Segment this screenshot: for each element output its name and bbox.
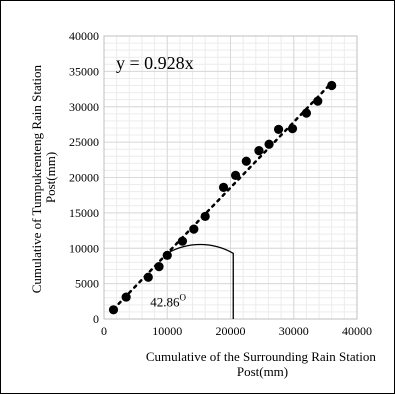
data-point — [287, 124, 298, 134]
data-points — [108, 80, 337, 315]
angle-degree-mark: O — [180, 292, 187, 302]
data-point — [313, 96, 323, 106]
x-tick-label: 10000 — [152, 324, 182, 338]
y-tick-label: 40000 — [69, 29, 99, 43]
trendline — [112, 81, 333, 311]
data-point — [241, 156, 251, 166]
x-tick-label: 40000 — [342, 324, 372, 338]
data-point — [189, 224, 199, 234]
data-point — [273, 124, 284, 134]
plot-area — [103, 35, 358, 320]
y-axis-title-line-2: Post(mm) — [43, 152, 58, 203]
x-tick-labels: 0 10000 20000 30000 40000 — [101, 324, 372, 338]
y-tick-label: 30000 — [69, 100, 99, 114]
data-point — [108, 305, 119, 315]
data-point — [264, 139, 274, 149]
y-tick-label: 20000 — [69, 171, 99, 185]
grid-major — [103, 35, 358, 320]
data-point — [154, 262, 164, 272]
y-tick-label: 5000 — [75, 277, 99, 291]
y-tick-label: 0 — [93, 312, 99, 326]
x-axis-title: Cumulative of the Surrounding Rain Stati… — [146, 349, 379, 379]
trendline-equation: y = 0.928x — [116, 53, 194, 73]
data-point — [121, 292, 131, 302]
x-axis-title-line-2: Post(mm) — [237, 364, 288, 379]
angle-arc — [166, 243, 234, 319]
data-point — [327, 80, 337, 91]
y-tick-label: 10000 — [69, 241, 99, 255]
data-point — [143, 272, 153, 282]
data-point — [200, 211, 210, 222]
data-point — [301, 108, 311, 118]
y-tick-labels: 0 5000 10000 15000 20000 25000 30000 35000 40000 — [69, 29, 99, 326]
y-axis-title-line-1: Cumulative of Tumpukrenteng Rain Station — [29, 65, 44, 294]
x-tick-label: 30000 — [279, 324, 309, 338]
data-point — [177, 236, 188, 246]
y-tick-label: 35000 — [69, 64, 99, 78]
data-point — [254, 146, 264, 156]
x-tick-label: 20000 — [216, 324, 246, 338]
angle-value: 42.86 — [150, 294, 180, 309]
x-axis-title-line-1: Cumulative of the Surrounding Rain Stati… — [146, 349, 377, 364]
y-tick-label: 25000 — [69, 135, 99, 149]
data-point — [218, 182, 229, 193]
y-tick-label: 15000 — [69, 206, 99, 220]
data-point — [162, 250, 172, 260]
data-point — [230, 170, 241, 180]
angle-label: 42.86O — [150, 292, 186, 309]
x-tick-label: 0 — [101, 324, 107, 338]
y-axis-title: Cumulative of Tumpukrenteng Rain Station… — [29, 62, 58, 293]
